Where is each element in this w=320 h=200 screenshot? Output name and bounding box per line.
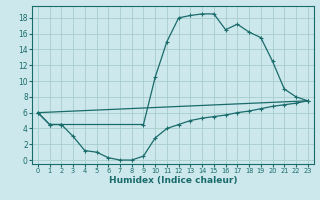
X-axis label: Humidex (Indice chaleur): Humidex (Indice chaleur) xyxy=(108,176,237,185)
